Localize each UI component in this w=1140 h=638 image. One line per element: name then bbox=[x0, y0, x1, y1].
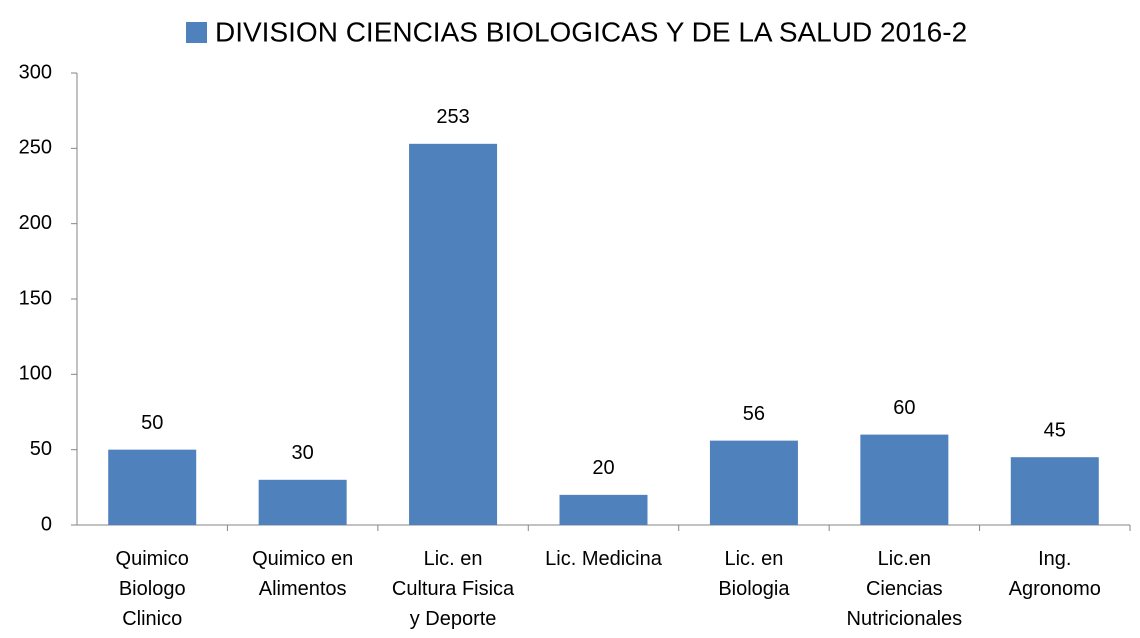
value-label: 45 bbox=[1044, 419, 1066, 441]
y-tick-label: 100 bbox=[19, 363, 52, 385]
x-tick-label: Lic.en Ciencias Nutricionales bbox=[846, 548, 963, 630]
bar bbox=[258, 479, 347, 525]
value-label: 60 bbox=[893, 397, 915, 419]
y-tick-label: 50 bbox=[30, 438, 52, 460]
bar bbox=[108, 449, 197, 525]
y-tick-label: 200 bbox=[19, 212, 52, 234]
x-tick-label: Ing. Agronomo bbox=[1008, 548, 1101, 600]
x-tick-label: Lic. en Biologia bbox=[718, 548, 790, 600]
bar bbox=[709, 440, 798, 525]
x-tick-label: Lic. en Cultura Fisica y Deporte bbox=[391, 548, 515, 630]
bar bbox=[559, 494, 648, 525]
value-label: 30 bbox=[292, 442, 314, 464]
y-tick-label: 300 bbox=[19, 61, 52, 83]
bar bbox=[409, 143, 498, 525]
x-tick-label: Quimico Biologo Clinico bbox=[115, 548, 189, 630]
x-tick-label: Quimico en Alimentos bbox=[252, 548, 354, 600]
y-tick-label: 0 bbox=[41, 513, 52, 535]
legend-label: DIVISION CIENCIAS BIOLOGICAS Y DE LA SAL… bbox=[215, 16, 967, 47]
value-label: 20 bbox=[592, 457, 614, 479]
value-label: 56 bbox=[743, 403, 765, 425]
bar bbox=[860, 434, 949, 525]
y-tick-label: 150 bbox=[19, 287, 52, 309]
legend-swatch bbox=[186, 22, 207, 43]
value-label: 253 bbox=[436, 106, 469, 128]
bar bbox=[1010, 457, 1099, 525]
x-tick-label: Lic. Medicina bbox=[545, 548, 662, 570]
value-label: 50 bbox=[141, 412, 163, 434]
y-tick-label: 250 bbox=[19, 137, 52, 159]
